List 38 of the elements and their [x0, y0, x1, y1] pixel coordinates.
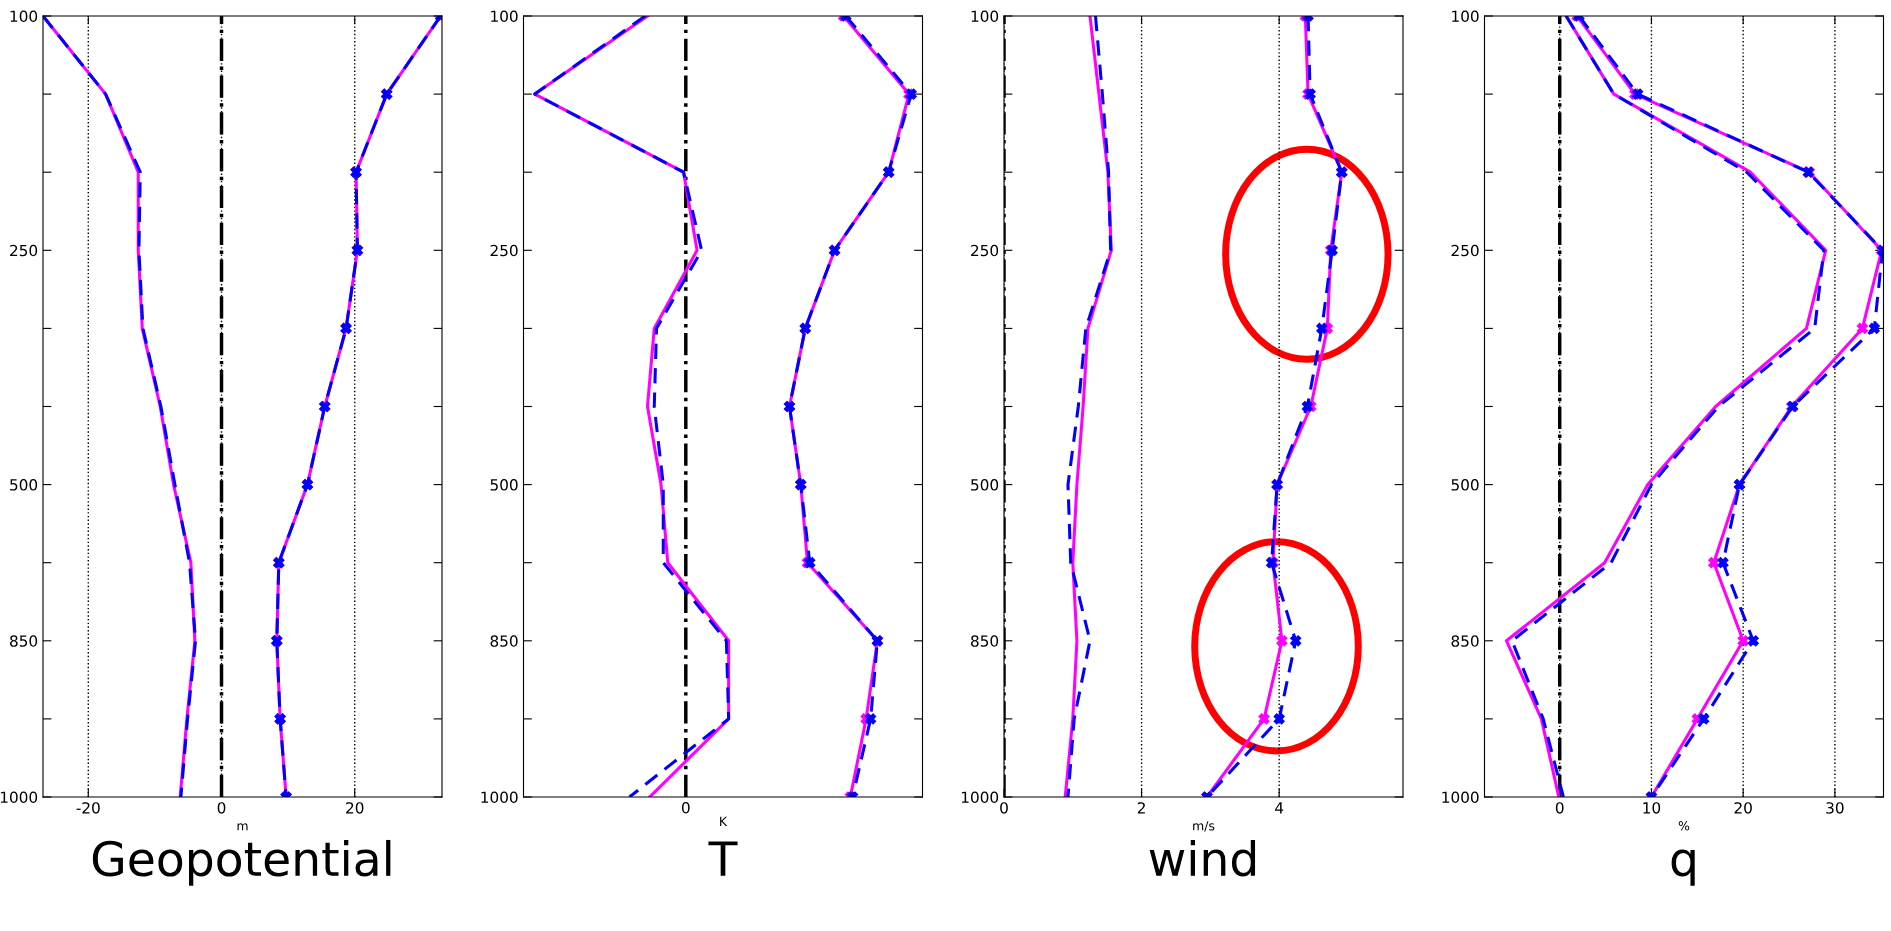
y-tick-label: 100: [491, 10, 518, 23]
x-tick-label: 0: [1555, 802, 1564, 814]
y-tick-label: 850: [10, 635, 38, 647]
x-tick-label: 0: [1000, 802, 1008, 814]
text: q: [1671, 849, 1695, 886]
text: T: [708, 841, 738, 876]
x-tick-label: 20: [1734, 802, 1752, 814]
y-tick-label: 100: [1452, 10, 1479, 23]
y-tick-label: 850: [490, 635, 518, 647]
y-tick-label: 250: [971, 244, 999, 257]
x-tick-label: 20: [346, 802, 364, 814]
y-tick-label: 850: [971, 635, 999, 647]
y-tick-label: 1000: [0, 791, 38, 804]
y-tick-label: 250: [10, 244, 38, 257]
x-tick-label: 0: [217, 802, 226, 814]
x-axis-title: %: [1678, 821, 1690, 831]
y-tick-label: 500: [1451, 479, 1479, 491]
text: wind: [1149, 839, 1256, 877]
y-tick-label: 1000: [1442, 791, 1479, 804]
x-tick-label: 30: [1826, 802, 1844, 814]
y-tick-label: 1000: [481, 791, 518, 804]
y-tick-label: 250: [1451, 244, 1479, 257]
y-tick-label: 500: [490, 479, 518, 491]
x-tick-label: 10: [1643, 802, 1661, 814]
y-tick-label: 500: [10, 479, 38, 491]
x-tick-label: 2: [1137, 802, 1145, 814]
y-tick-label: 850: [1451, 635, 1479, 647]
y-tick-label: 1000: [961, 791, 999, 804]
x-tick-label: -20: [76, 802, 100, 814]
x-tick-label: 4: [1275, 802, 1284, 814]
y-tick-label: 250: [490, 244, 518, 257]
y-tick-label: 100: [971, 10, 999, 23]
y-tick-label: 100: [10, 10, 38, 23]
y-tick-label: 500: [971, 479, 999, 491]
text: Geopotential: [92, 839, 391, 886]
x-axis-title: m: [237, 823, 248, 831]
x-axis-title: K: [720, 816, 728, 826]
x-axis-title: m/s: [1193, 821, 1215, 832]
